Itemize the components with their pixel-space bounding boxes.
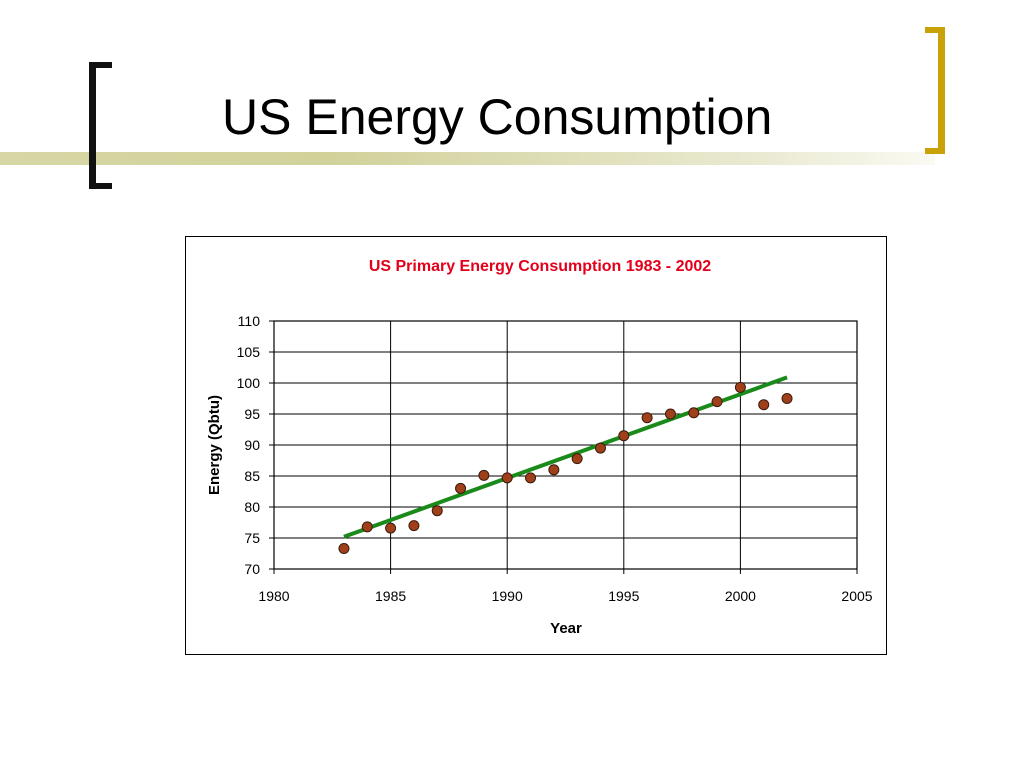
y-tick-label: 80: [244, 499, 260, 515]
x-tick-label: 1985: [375, 588, 406, 604]
data-point: [525, 472, 537, 484]
y-tick-label: 105: [237, 344, 261, 360]
data-point: [385, 522, 397, 534]
data-point: [408, 520, 420, 532]
data-point: [688, 407, 700, 419]
slide-title: US Energy Consumption: [222, 89, 773, 145]
data-point: [455, 482, 467, 494]
x-tick-label: 2005: [841, 588, 872, 604]
data-point: [571, 453, 583, 465]
y-axis-label: Energy (Qbtu): [206, 395, 223, 495]
data-point: [594, 442, 606, 454]
data-point: [711, 396, 723, 408]
x-axis-label: Year: [550, 620, 582, 637]
y-tick-label: 75: [244, 530, 260, 546]
y-tick-label: 90: [244, 437, 260, 453]
data-point: [361, 521, 373, 533]
y-axis-ticks: 70 75 80 85 90 95 100 105 110: [237, 313, 274, 577]
data-point: [501, 472, 513, 484]
x-tick-label: 1980: [258, 588, 289, 604]
x-tick-label: 2000: [725, 588, 756, 604]
y-tick-label: 70: [244, 561, 260, 577]
x-tick-label: 1990: [492, 588, 523, 604]
right-bracket-decoration: [925, 27, 945, 154]
y-tick-label: 100: [237, 375, 261, 391]
data-point: [664, 408, 676, 420]
x-tick-label: 1995: [608, 588, 639, 604]
chart-title: US Primary Energy Consumption 1983 - 200…: [369, 258, 711, 275]
data-point: [478, 469, 490, 481]
data-point: [781, 393, 793, 404]
data-point: [338, 543, 350, 555]
data-point: [758, 399, 770, 411]
data-point: [641, 412, 653, 424]
data-point: [618, 430, 630, 442]
title-underline-band: [0, 152, 935, 165]
x-axis-ticks: 1980 1985 1990 1995 2000 2005: [258, 569, 873, 604]
y-tick-label: 85: [244, 468, 260, 484]
left-bracket-decoration: [89, 62, 112, 189]
data-point: [548, 464, 560, 476]
data-point: [734, 381, 746, 393]
data-point: [431, 505, 443, 517]
y-tick-label: 110: [238, 313, 261, 329]
data-points: [338, 381, 793, 555]
y-tick-label: 95: [244, 406, 260, 422]
